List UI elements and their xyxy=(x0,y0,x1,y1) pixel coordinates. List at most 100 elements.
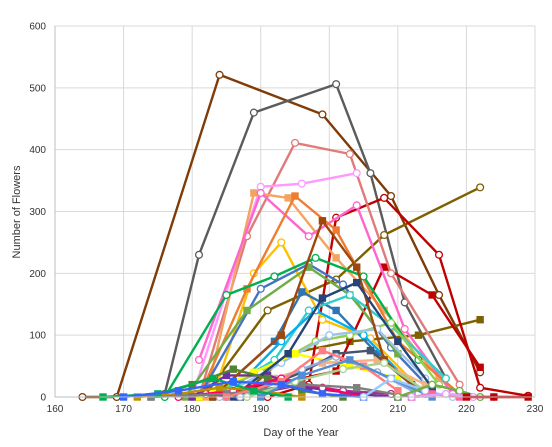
data-point xyxy=(194,355,204,364)
x-axis-title: Day of the Year xyxy=(263,427,339,439)
data-point xyxy=(366,169,375,178)
x-tick-label: 200 xyxy=(321,404,338,415)
data-point xyxy=(249,108,258,117)
data-point xyxy=(229,377,237,386)
data-point xyxy=(353,278,361,287)
data-point xyxy=(284,194,292,202)
data-point xyxy=(332,80,341,89)
data-point xyxy=(318,315,327,324)
data-point xyxy=(263,306,272,315)
series-line xyxy=(122,380,365,399)
data-point xyxy=(318,390,327,398)
data-point xyxy=(229,365,237,373)
series-15 xyxy=(160,253,423,402)
data-point xyxy=(386,374,396,383)
y-tick-label: 0 xyxy=(40,393,46,404)
y-tick-label: 400 xyxy=(29,145,46,156)
data-point xyxy=(386,269,396,278)
data-point xyxy=(277,331,285,339)
data-point xyxy=(380,193,389,202)
data-point xyxy=(332,226,340,234)
data-point xyxy=(291,350,299,358)
series-line xyxy=(197,194,461,399)
data-point xyxy=(325,331,334,340)
data-point xyxy=(194,250,204,259)
y-tick-label: 200 xyxy=(29,269,46,280)
data-point xyxy=(174,387,183,395)
data-point xyxy=(346,356,354,364)
data-point xyxy=(250,387,258,395)
data-point xyxy=(434,290,444,300)
data-point xyxy=(318,110,327,119)
data-point xyxy=(277,380,285,389)
data-point xyxy=(338,365,348,374)
x-tick-label: 170 xyxy=(115,404,132,415)
series-layer xyxy=(78,70,533,402)
data-point xyxy=(434,250,444,259)
series-line xyxy=(163,256,420,399)
data-point xyxy=(353,384,361,392)
data-point xyxy=(304,232,313,241)
data-point xyxy=(311,253,320,262)
data-point xyxy=(428,380,437,389)
data-point xyxy=(284,350,292,358)
x-tick-label: 180 xyxy=(184,404,201,415)
data-point xyxy=(256,284,265,293)
data-point xyxy=(476,363,484,372)
data-point xyxy=(352,169,361,178)
data-point xyxy=(298,288,306,296)
data-point xyxy=(304,306,313,315)
data-point xyxy=(386,191,396,201)
data-point xyxy=(318,346,327,355)
x-tick-label: 190 xyxy=(252,404,269,415)
data-point xyxy=(352,201,361,210)
data-point xyxy=(318,217,327,225)
data-point xyxy=(476,383,485,392)
data-point xyxy=(298,380,306,389)
data-point xyxy=(414,331,423,339)
x-tick-label: 160 xyxy=(47,404,64,415)
data-point xyxy=(209,374,217,383)
data-point xyxy=(441,389,450,398)
data-point xyxy=(243,306,251,315)
y-tick-label: 300 xyxy=(29,207,46,218)
data-point xyxy=(297,179,306,188)
data-point xyxy=(366,346,375,355)
data-point xyxy=(222,290,231,300)
y-tick-label: 500 xyxy=(29,83,46,94)
series-line xyxy=(197,191,454,396)
series-line xyxy=(211,219,420,399)
data-point xyxy=(394,337,402,346)
data-point xyxy=(455,386,464,395)
data-point xyxy=(345,290,354,300)
data-point xyxy=(332,254,340,262)
data-point xyxy=(215,384,224,392)
data-point xyxy=(441,374,450,383)
data-point xyxy=(380,230,389,240)
series-line xyxy=(232,281,434,399)
data-point xyxy=(270,272,279,281)
x-tick-label: 230 xyxy=(527,404,544,415)
y-tick-label: 100 xyxy=(29,331,46,342)
data-point xyxy=(380,358,389,368)
data-point xyxy=(332,306,340,315)
data-point xyxy=(345,149,354,159)
data-point xyxy=(476,183,485,192)
axes: 160 170 180 190 200 210 220 230 0 100 200 300 400 500… xyxy=(29,22,543,416)
y-axis-title: Number of Flowers xyxy=(11,165,23,258)
data-point xyxy=(215,70,224,79)
data-point xyxy=(476,316,484,324)
data-point xyxy=(318,294,327,302)
x-tick-label: 210 xyxy=(390,404,407,415)
data-point xyxy=(250,189,258,197)
data-point xyxy=(291,192,299,200)
series-line xyxy=(197,141,461,399)
data-point xyxy=(290,138,300,147)
data-point xyxy=(428,291,436,299)
y-tick-label: 600 xyxy=(29,22,46,33)
data-point xyxy=(256,188,265,198)
data-point xyxy=(400,324,409,334)
x-tick-label: 220 xyxy=(458,404,475,415)
data-point xyxy=(277,238,286,247)
